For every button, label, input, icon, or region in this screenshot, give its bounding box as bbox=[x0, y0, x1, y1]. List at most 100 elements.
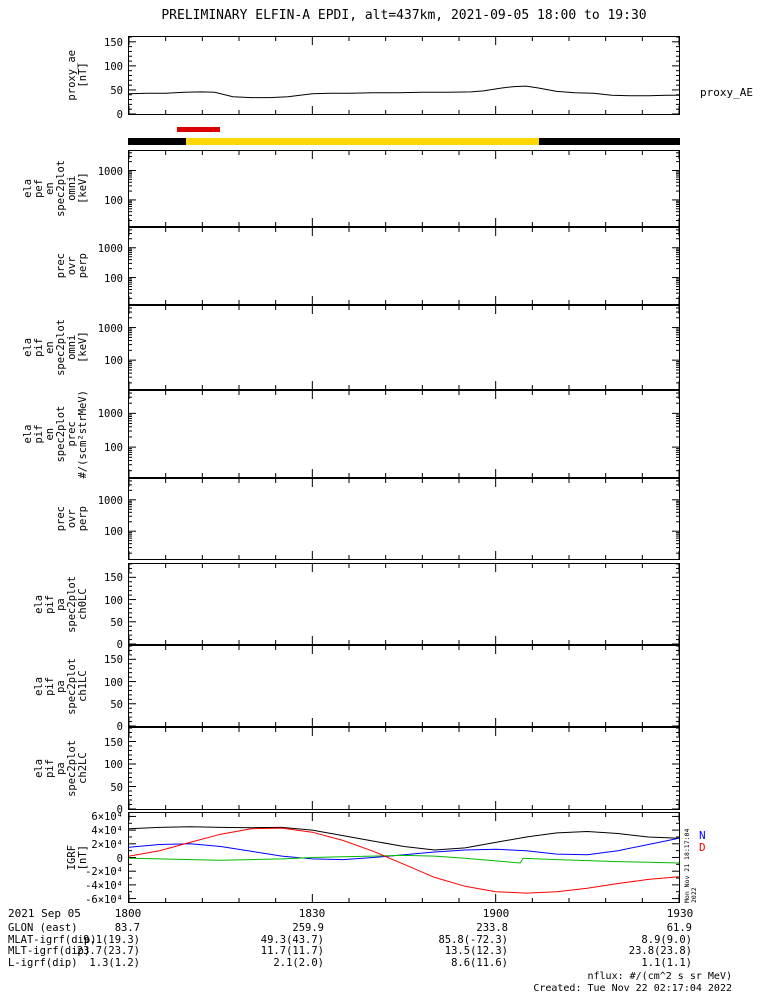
panel-axes-pif_en_omni bbox=[129, 306, 679, 389]
y-tick-label: 4×10⁴ bbox=[91, 824, 123, 837]
coord-row-label: L-igrf(dip) bbox=[8, 956, 78, 969]
panel-pif_en_omni: ela pif en spec2plot omni [keV] 100 1000 bbox=[22, 305, 680, 390]
panel-pa_ch0: ela pif pa spec2plot ch0LC 0 50 100 150 bbox=[33, 563, 680, 650]
y-tick-label: 100 bbox=[104, 525, 123, 538]
coord-row-value: 23.7(23.7) bbox=[76, 945, 140, 957]
y-tick-label: 100 bbox=[104, 194, 123, 207]
igrf-d-component-label: D bbox=[699, 841, 706, 854]
coord-row-value: 83.7 bbox=[114, 922, 140, 934]
start-date-label: 2021 Sep 05 bbox=[8, 907, 81, 920]
y-tick-label: 100 bbox=[104, 60, 123, 73]
y-tick-label: 100 bbox=[104, 594, 123, 607]
y-tick-label: 1000 bbox=[97, 322, 123, 335]
coord-row-value: 8.9(9.0) bbox=[641, 933, 692, 946]
timestamp-watermark: Mon Nov 21 18:17:04 2022 bbox=[683, 828, 698, 903]
panel-axes-pif_prec_ratio bbox=[129, 479, 679, 559]
x-tick-label: 1930 bbox=[666, 907, 694, 920]
y-tick-label: 100 bbox=[104, 441, 123, 454]
panel-axes-pa_ch2 bbox=[129, 728, 679, 809]
coord-row-value: 9.1(19.3) bbox=[83, 933, 140, 946]
coord-row-value: 1.3(1.2) bbox=[89, 956, 140, 969]
y-axis-label-proxy_ae: proxy_ae [nT] bbox=[17, 37, 89, 114]
y-tick-label: 1000 bbox=[97, 242, 123, 255]
y-tick-label: 50 bbox=[110, 781, 123, 794]
y-tick-label: 0 bbox=[116, 638, 123, 651]
y-tick-label: 150 bbox=[104, 36, 123, 49]
y-axis-label-pif_en_omni: ela pif en spec2plot omni [keV] bbox=[17, 306, 89, 389]
y-tick-label: -2×10⁴ bbox=[85, 865, 123, 878]
y-axis-label-pef_prec_ratio: prec ovr perp bbox=[17, 228, 89, 304]
series-N bbox=[129, 837, 679, 861]
y-tick-label: 100 bbox=[104, 354, 123, 367]
state-bar-science-zone-yellow bbox=[186, 138, 539, 145]
coord-row-value: 1.1(1.1) bbox=[641, 956, 692, 969]
coord-row-value: 49.3(43.7) bbox=[260, 933, 324, 946]
y-axis-label-pif_prec_ratio: prec ovr perp bbox=[17, 479, 89, 559]
panel-igrf: IGRF [nT] 6×10⁴ 4×10⁴ 2×10⁴ 0 -2×10⁴ -4×10⁴ -6×1… bbox=[66, 812, 680, 904]
panel-pif_prec_ratio: prec ovr perp 100 1000 bbox=[55, 478, 680, 560]
y-tick-label: 0 bbox=[116, 108, 123, 121]
y-tick-label: 2×10⁴ bbox=[91, 838, 123, 851]
coord-row-value: 11.7(11.7) bbox=[260, 945, 324, 957]
y-tick-label: 150 bbox=[104, 572, 123, 585]
panel-pif_en_prec: ela pif en spec2plot prec #/(scm²strMeV) 100 10… bbox=[22, 390, 680, 478]
panel-axes-pif_en_prec bbox=[129, 391, 679, 477]
y-axis-label-line: #/(scm²strMeV) bbox=[77, 389, 89, 479]
panel-axes-proxy_ae bbox=[129, 37, 679, 114]
y-tick-label: 0 bbox=[116, 852, 123, 865]
y-tick-label: 1000 bbox=[97, 165, 123, 178]
y-tick-label: 1000 bbox=[97, 408, 123, 421]
y-tick-label: 100 bbox=[104, 758, 123, 771]
coord-row-value: 259.9 bbox=[292, 922, 324, 934]
panel-axes-igrf bbox=[129, 813, 679, 902]
series-D bbox=[129, 827, 679, 894]
panel-axes-pef_en_omni bbox=[129, 151, 679, 226]
panel-proxy_ae: proxy_ae [nT] 0 50 100 150 bbox=[66, 36, 680, 120]
nflux-units-note: nflux: #/(cm^2 s sr MeV) bbox=[587, 971, 733, 982]
y-tick-label: 100 bbox=[104, 676, 123, 689]
coord-row-value: 61.9 bbox=[666, 922, 692, 934]
series-E bbox=[129, 854, 679, 864]
y-axis-label-pif_en_prec: ela pif en spec2plot prec #/(scm²strMeV) bbox=[17, 389, 89, 479]
x-tick-label: 1900 bbox=[482, 907, 510, 920]
y-tick-label: 50 bbox=[110, 698, 123, 711]
y-axis-label-pef_en_omni: ela pef en spec2plot omni [keV] bbox=[17, 151, 89, 226]
y-tick-label: 50 bbox=[110, 84, 123, 97]
x-tick-label: 1830 bbox=[298, 907, 326, 920]
coord-row-value: 233.8 bbox=[476, 922, 508, 934]
coord-row-value: 13.5(12.3) bbox=[444, 945, 508, 957]
x-tick-label: 1800 bbox=[114, 907, 142, 920]
coord-row-label: GLON (east) bbox=[8, 922, 78, 934]
y-tick-label: -6×10⁴ bbox=[85, 893, 123, 906]
igrf-n-component-label: N bbox=[699, 829, 706, 842]
coord-row-label: MLAT-igrf(dip) bbox=[8, 933, 97, 946]
coord-row-value: 23.8(23.8) bbox=[628, 945, 692, 957]
panel-axes-pef_prec_ratio bbox=[129, 228, 679, 304]
y-tick-label: 150 bbox=[104, 736, 123, 749]
panel-axes-pa_ch1 bbox=[129, 646, 679, 726]
series-proxy_AE bbox=[129, 85, 679, 99]
series-B bbox=[129, 826, 679, 851]
y-tick-label: 1000 bbox=[97, 494, 123, 507]
coord-row-value: 85.8(-72.3) bbox=[438, 933, 508, 946]
coord-row-value: 8.6(11.6) bbox=[451, 956, 508, 969]
y-tick-label: 0 bbox=[116, 803, 123, 816]
created-timestamp: Created: Tue Nov 22 02:17:04 2022 bbox=[533, 983, 732, 994]
panel-pef_en_omni: ela pef en spec2plot omni [keV] 100 1000 bbox=[22, 150, 680, 227]
y-tick-label: 50 bbox=[110, 616, 123, 629]
y-tick-label: 0 bbox=[116, 720, 123, 733]
y-tick-label: 100 bbox=[104, 272, 123, 285]
y-axis-label-text: ela pif en spec2plot prec #/(scm²strMeV) bbox=[22, 389, 89, 479]
panel-pa_ch1: ela pif pa spec2plot ch1LC 0 50 100 150 bbox=[33, 645, 680, 732]
panel-pa_ch2: ela pif pa spec2plot ch2LC 0 50 100 150 bbox=[33, 727, 680, 815]
panel-axes-pa_ch0 bbox=[129, 564, 679, 644]
coord-row-value: 2.1(2.0) bbox=[273, 956, 324, 969]
y-tick-label: -4×10⁴ bbox=[85, 879, 123, 892]
panel-pef_prec_ratio: prec ovr perp 100 1000 bbox=[55, 227, 680, 305]
coord-row-label: MLT-igrf(dip) bbox=[8, 945, 91, 957]
y-tick-label: 150 bbox=[104, 654, 123, 667]
state-bar-red-interval bbox=[177, 127, 220, 132]
plot-title: PRELIMINARY ELFIN-A EPDI, alt=437km, 202… bbox=[161, 8, 647, 23]
proxy-ae-right-label: proxy_AE bbox=[700, 86, 753, 99]
